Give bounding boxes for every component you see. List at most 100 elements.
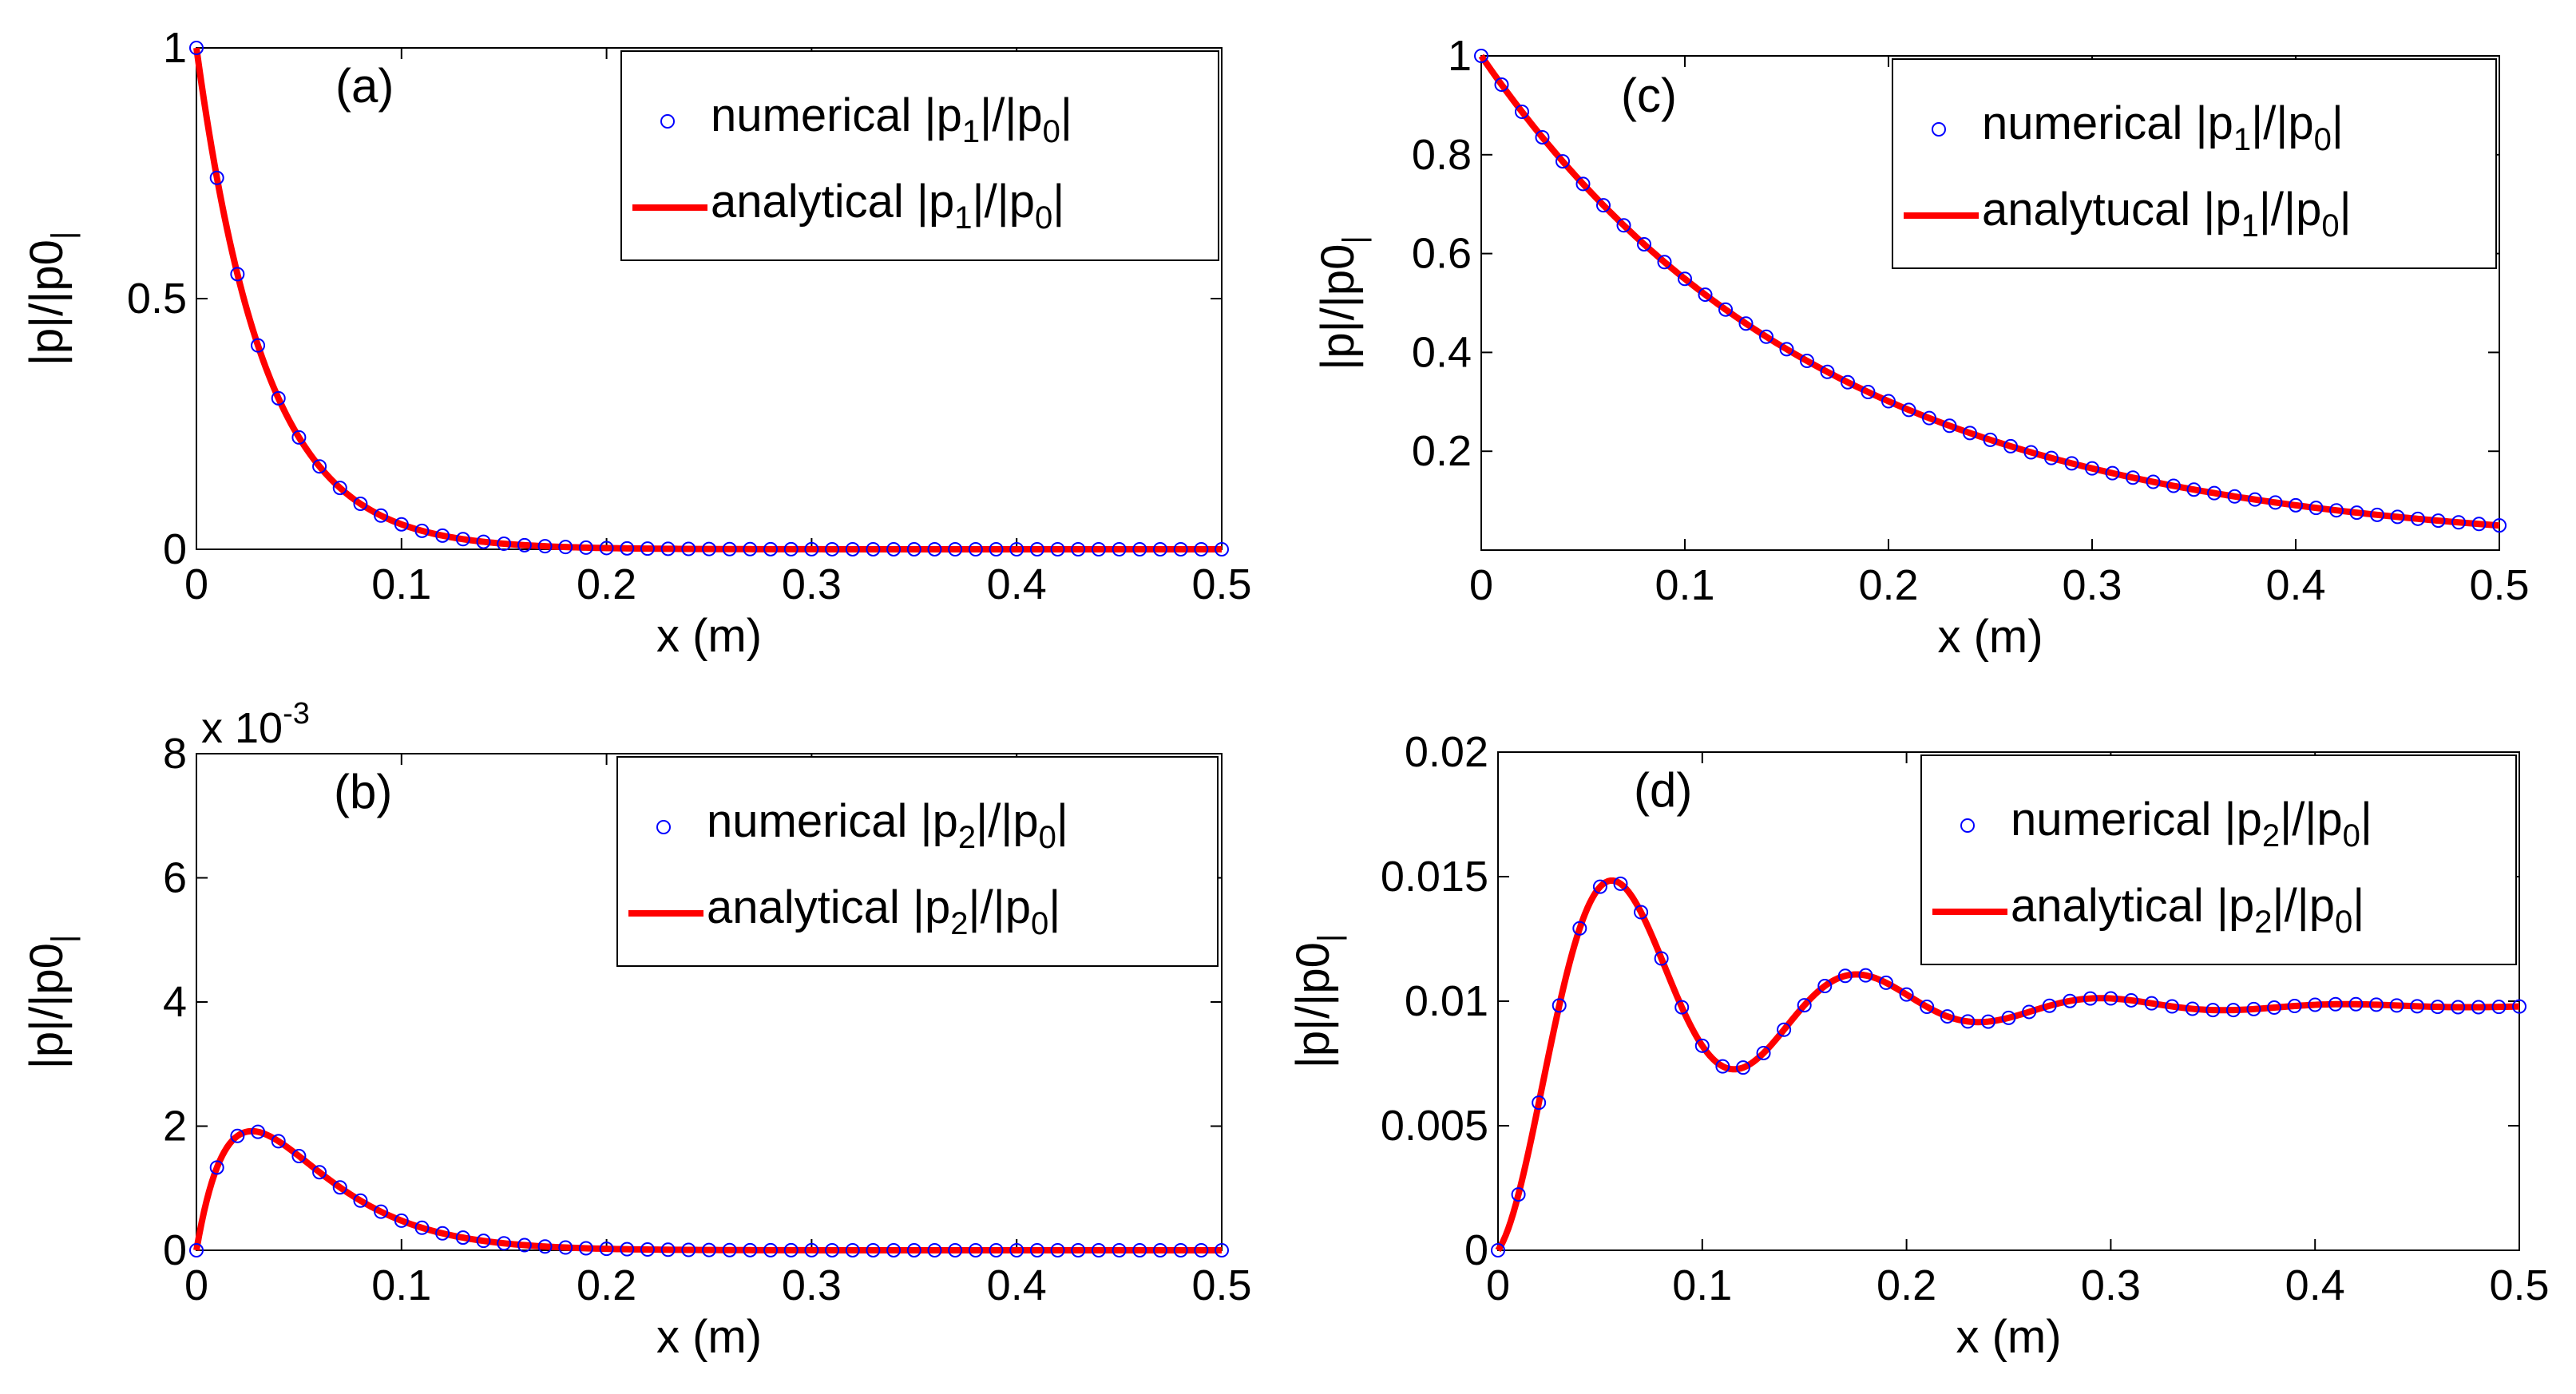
numerical-point: [2225, 1003, 2241, 1018]
legend-marker-numerical: [1932, 122, 1946, 137]
analytical-curve-b: [193, 1127, 1223, 1253]
numerical-point: [906, 541, 921, 556]
numerical-point: [1922, 410, 1936, 426]
numerical-point: [2491, 1000, 2507, 1015]
numerical-point: [1837, 968, 1853, 984]
x-axis-label: x (m): [656, 610, 762, 662]
numerical-point: [497, 537, 512, 552]
numerical-point: [2471, 1000, 2486, 1015]
numerical-point: [1759, 329, 1773, 344]
numerical-point: [2471, 517, 2487, 532]
legend-label-numerical: numerical |p2|/|p0|: [2011, 794, 2372, 853]
numerical-point: [1841, 374, 1855, 390]
numerical-point: [1800, 353, 1814, 368]
numerical-point: [2205, 1003, 2221, 1018]
numerical-point: [1050, 541, 1065, 556]
numerical-point: [1091, 1242, 1106, 1257]
panel-tag-b: (b): [334, 765, 392, 818]
numerical-point: [312, 1165, 327, 1180]
numerical-point: [1071, 1242, 1086, 1257]
x-axis-label: x (m): [656, 1311, 762, 1363]
numerical-point: [2144, 996, 2159, 1011]
numerical-point: [2512, 999, 2526, 1014]
x-tick-label: 0: [1469, 561, 1493, 609]
numerical-point: [948, 1242, 963, 1257]
numerical-point: [1173, 541, 1188, 556]
y-tick-label: 1: [163, 24, 187, 72]
numerical-point: [660, 1242, 676, 1257]
panel-tag-a: (a): [335, 59, 394, 113]
numerical-point: [722, 541, 737, 556]
numerical-point: [783, 541, 799, 556]
numerical-point: [2451, 515, 2466, 530]
numerical-point: [2105, 465, 2120, 481]
legend-label-analytical: analytical |p2|/|p0|: [2011, 880, 2364, 940]
x-tick-label: 0.3: [782, 1261, 842, 1309]
x-tick-label: 0.1: [1672, 1261, 1732, 1309]
legend-label-analytical: analytical |p2|/|p0|: [707, 881, 1060, 941]
numerical-point: [886, 541, 902, 556]
y-tick-label: 0.6: [1412, 230, 1472, 278]
x-tick-label: 0.4: [2265, 561, 2325, 609]
numerical-point: [1735, 1060, 1750, 1075]
y-tick-label: 0.01: [1405, 977, 1488, 1025]
numerical-point: [537, 539, 553, 554]
y-tick-label: 0.5: [127, 275, 187, 323]
legend-label-analytical: analytical |p1|/|p0|: [711, 176, 1064, 236]
y-tick-label: 2: [163, 1103, 187, 1150]
numerical-point: [620, 1242, 635, 1257]
numerical-point: [2308, 997, 2323, 1012]
numerical-point: [2227, 489, 2242, 504]
legend-box: [1920, 754, 2517, 965]
numerical-point: [1657, 255, 1672, 270]
numerical-point: [1634, 905, 1649, 920]
numerical-point: [455, 1230, 470, 1245]
legend-label-numerical: numerical |p2|/|p0|: [707, 795, 1068, 855]
numerical-point: [2430, 1000, 2445, 1015]
numerical-point: [291, 430, 307, 445]
numerical-point: [1152, 541, 1167, 556]
numerical-point: [476, 534, 491, 549]
numerical-point: [1132, 1242, 1147, 1257]
numerical-point: [599, 1242, 614, 1257]
numerical-point: [1112, 1242, 1127, 1257]
x-tick-label: 0.4: [987, 560, 1047, 608]
numerical-point: [2368, 997, 2384, 1012]
numerical-point: [1050, 1242, 1065, 1257]
numerical-point: [1777, 1022, 1792, 1037]
panel-d: 0 0.1 0.2 0.3 0.4 0.5 0 0.005 0.01 0.015 0.02 x (m)…: [1287, 728, 2550, 1363]
numerical-point: [1613, 876, 1628, 891]
x-tick-label: 0.3: [2062, 561, 2122, 609]
numerical-point: [2389, 998, 2404, 1013]
numerical-point: [1820, 364, 1835, 379]
numerical-point: [578, 540, 593, 555]
numerical-point: [497, 1236, 512, 1251]
numerical-point: [1194, 1242, 1209, 1257]
numerical-point: [251, 1124, 266, 1139]
numerical-point: [1532, 1095, 1547, 1111]
x-tick-label: 0.1: [371, 560, 431, 608]
numerical-point: [189, 1243, 204, 1257]
numerical-point: [2410, 999, 2425, 1014]
legend-box: [1892, 58, 2497, 269]
numerical-point: [537, 1239, 553, 1254]
numerical-point: [1797, 998, 1812, 1013]
numerical-point: [2044, 450, 2059, 465]
numerical-point: [783, 1242, 799, 1257]
numerical-point: [2165, 999, 2180, 1014]
y-axis-label: |p|/|p0|: [21, 232, 81, 366]
numerical-point: [906, 1242, 921, 1257]
numerical-point: [312, 459, 327, 474]
numerical-point: [968, 1242, 983, 1257]
numerical-point: [845, 1242, 860, 1257]
numerical-point: [374, 508, 389, 523]
numerical-point: [1756, 1045, 1771, 1060]
numerical-point: [1879, 975, 1894, 990]
numerical-point: [1738, 316, 1754, 331]
numerical-point: [1920, 1000, 1935, 1015]
numerical-point: [702, 1242, 716, 1257]
numerical-point: [2348, 996, 2364, 1012]
numerical-point: [2023, 445, 2039, 460]
y-tick-label: 0: [163, 1226, 187, 1274]
